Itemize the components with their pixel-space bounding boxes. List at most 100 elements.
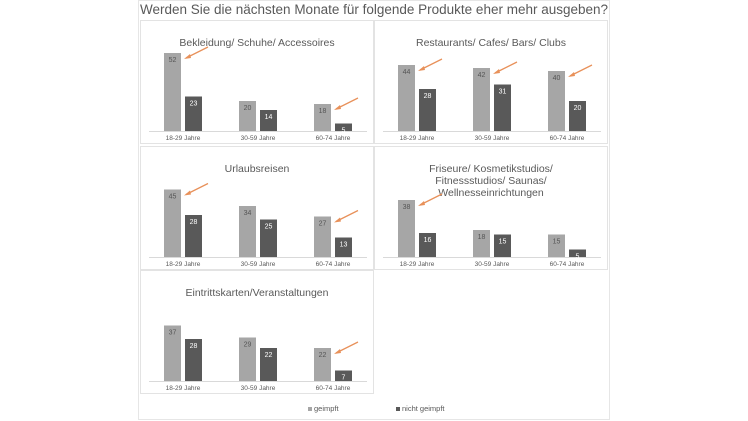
category-label: 30-59 Jahre <box>241 135 276 142</box>
chart-panel-urlaubsreisen: Urlaubsreisen 45 28 18-29 Jahre 34 25 30-59 J… <box>140 146 374 270</box>
chart-panel-eintrittskarten: Eintrittskarten/Veranstaltungen 37 28 18-2… <box>140 270 374 394</box>
category-label: 30-59 Jahre <box>475 135 510 142</box>
category-label: 30-59 Jahre <box>241 261 276 268</box>
bar-nicht-geimpft <box>185 339 202 381</box>
data-label: 28 <box>424 93 432 100</box>
data-label: 20 <box>244 105 252 112</box>
category-label: 18-29 Jahre <box>166 261 201 268</box>
bar-geimpft <box>164 189 181 257</box>
bar-chart: 44 28 18-29 Jahre 42 31 30-59 Jahre 40 20 60-74 … <box>383 58 601 142</box>
data-label: 22 <box>265 352 273 359</box>
category-label: 18-29 Jahre <box>400 261 435 268</box>
bar-nicht-geimpft <box>185 215 202 257</box>
data-label: 13 <box>340 242 348 249</box>
arrow-head <box>493 69 500 74</box>
arrow-head <box>418 201 425 206</box>
bar-nicht-geimpft <box>335 123 352 131</box>
data-label: 28 <box>190 343 198 350</box>
panel-title: Eintrittskarten/Veranstaltungen <box>185 287 329 299</box>
panel-title: Restaurants/ Cafes/ Bars/ Clubs <box>416 37 566 49</box>
legend-item-geimpft: geimpft <box>308 404 339 413</box>
bar-chart: 37 28 18-29 Jahre 29 22 30-59 Jahre 22 7 60-74 J… <box>149 325 367 392</box>
bar-geimpft <box>164 53 181 131</box>
category-label: 18-29 Jahre <box>166 385 201 392</box>
bar-geimpft <box>548 71 565 131</box>
bar-nicht-geimpft <box>260 219 277 257</box>
data-label: 31 <box>499 89 507 96</box>
bar-chart: 52 23 18-29 Jahre 20 14 30-59 Jahre 18 560-74 J… <box>149 46 367 142</box>
data-label: 22 <box>319 352 327 359</box>
data-label: 38 <box>403 204 411 211</box>
category-label: 18-29 Jahre <box>166 135 201 142</box>
bar-geimpft <box>164 325 181 381</box>
category-label: 60-74 Jahre <box>316 261 351 268</box>
data-label: 16 <box>424 237 432 244</box>
data-label: 23 <box>190 101 198 108</box>
data-label: 37 <box>169 330 177 337</box>
legend-label: geimpft <box>314 404 339 413</box>
category-label: 60-74 Jahre <box>550 135 585 142</box>
category-label: 30-59 Jahre <box>475 261 510 268</box>
page-title: Werden Sie die nächsten Monate für folge… <box>139 2 609 17</box>
legend-swatch <box>396 406 400 411</box>
bar-nicht-geimpft <box>335 370 352 381</box>
bar-nicht-geimpft <box>569 101 586 131</box>
bar-nicht-geimpft <box>419 89 436 131</box>
legend-swatch <box>308 406 312 411</box>
data-label: 42 <box>478 72 486 79</box>
chart-panel-bekleidung: Bekleidung/ Schuhe/ Accessoires 52 23 18-2… <box>140 20 374 144</box>
data-label: 45 <box>169 194 177 201</box>
bar-nicht-geimpft <box>494 84 511 131</box>
bar-nicht-geimpft <box>494 234 511 257</box>
panel-title: Friseure/ Kosmetikstudios/ Fitnessstudio… <box>429 163 553 199</box>
category-label: 60-74 Jahre <box>316 385 351 392</box>
arrow-head <box>418 66 425 71</box>
panel-title: Urlaubsreisen <box>224 163 290 175</box>
bar-nicht-geimpft <box>419 233 436 257</box>
bar-nicht-geimpft <box>260 348 277 381</box>
data-label: 5 <box>576 254 580 261</box>
bar-chart: 38 16 18-29 Jahre 18 15 30-59 Jahre 15 560-74 J… <box>383 193 601 268</box>
bar-geimpft <box>398 200 415 257</box>
bar-nicht-geimpft <box>185 96 202 131</box>
data-label: 15 <box>499 239 507 246</box>
data-label: 34 <box>244 210 252 217</box>
data-label: 25 <box>265 224 273 231</box>
bar-nicht-geimpft <box>335 237 352 257</box>
arrow-head <box>184 54 191 59</box>
bar-nicht-geimpft <box>260 110 277 131</box>
category-label: 60-74 Jahre <box>316 135 351 142</box>
data-label: 44 <box>403 69 411 76</box>
bar-geimpft <box>314 348 331 381</box>
arrow-head <box>334 349 341 354</box>
data-label: 40 <box>553 75 561 82</box>
bar-chart: 45 28 18-29 Jahre 34 25 30-59 Jahre 27 13 60-74 … <box>149 182 367 268</box>
arrow-head <box>184 190 191 196</box>
chart-panel-restaurants: Restaurants/ Cafes/ Bars/ Clubs 44 28 18-2… <box>374 20 608 144</box>
category-label: 60-74 Jahre <box>550 261 585 268</box>
chart-frame <box>138 0 610 420</box>
bar-geimpft <box>239 206 256 257</box>
bar-geimpft <box>314 216 331 257</box>
category-label: 18-29 Jahre <box>400 135 435 142</box>
bar-geimpft <box>239 101 256 131</box>
data-label: 5 <box>342 128 346 135</box>
data-label: 18 <box>478 234 486 241</box>
arrow-head <box>334 105 341 110</box>
panel-title: Bekleidung/ Schuhe/ Accessoires <box>179 37 335 49</box>
data-label: 20 <box>574 105 582 112</box>
data-label: 7 <box>342 375 346 382</box>
data-label: 27 <box>319 221 327 228</box>
data-label: 15 <box>553 239 561 246</box>
bar-geimpft <box>398 65 415 131</box>
arrow-head <box>334 217 341 223</box>
chart-panel-friseure: Friseure/ Kosmetikstudios/ Fitnessstudio… <box>374 146 608 270</box>
legend-label: nicht geimpft <box>402 404 445 413</box>
bar-geimpft <box>548 234 565 257</box>
arrow-head <box>568 72 575 77</box>
legend-item-nicht-geimpft: nicht geimpft <box>396 404 445 413</box>
data-label: 52 <box>169 57 177 64</box>
data-label: 28 <box>190 219 198 226</box>
bar-geimpft <box>473 68 490 131</box>
bar-geimpft <box>473 230 490 257</box>
